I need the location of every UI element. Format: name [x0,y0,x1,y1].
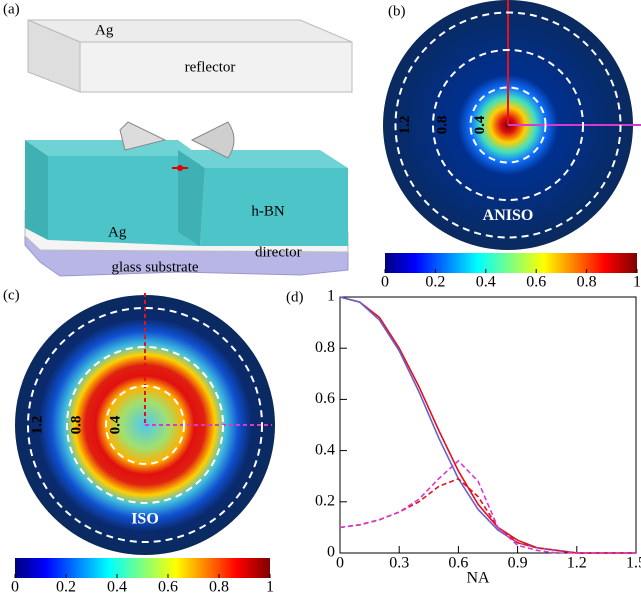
series-line [340,461,636,553]
x-tick-label: 0.9 [508,555,528,572]
y-tick-label: 0.4 [315,441,335,458]
panel-label: (a) [3,1,20,17]
x-tick-label: 0.3 [389,555,409,572]
diagram-label: Ag [95,22,114,38]
colorbar [385,253,637,273]
panel-label: (c) [3,287,20,303]
ring-label: 0.8 [68,416,84,435]
colorbar-tick-label: 0.8 [209,579,229,594]
colorbar-tick-label: 0.6 [158,579,178,594]
x-tick-label: 0.6 [448,555,468,572]
device-diagram: Ag reflector h-BN Ag director glass subs… [25,20,352,276]
diagram-label: director [255,244,302,260]
series-line [340,297,636,553]
colorbar-tick-label: 0.4 [476,274,496,291]
series-line [340,297,636,553]
panel-label: (d) [286,289,304,305]
plot-frame [340,297,636,553]
map-label: ANISO [483,207,534,224]
ring-label: 0.4 [107,415,123,434]
ring-label: 0.8 [434,116,450,135]
figure: Ag reflector h-BN Ag director glass subs… [0,0,641,594]
y-tick-label: 1 [327,288,335,305]
ring-label: 1.2 [29,416,45,435]
x-axis-label: NA [466,570,490,587]
colorbar [15,558,270,578]
diagram-label: Ag [108,224,127,240]
colorbar-tick-label: 0.8 [577,274,597,291]
y-tick-label: 0 [327,544,335,561]
colorbar-tick-label: 0 [11,579,19,594]
ring-label: 0.4 [472,115,488,134]
colorbar-tick-label: 0.2 [425,274,445,291]
diagram-label: glass substrate [111,259,198,275]
x-tick-label: 1.2 [567,555,587,572]
y-tick-label: 0.2 [315,492,335,509]
colorbar-tick-label: 0 [381,274,389,291]
map-label: ISO [131,511,159,528]
diagram-label: h-BN [251,203,285,219]
ring-label: 1.2 [397,116,413,135]
colorbar-tick-label: 1 [266,579,274,594]
colorbar-tick-label: 1 [633,274,641,291]
diagram-label: reflector [185,59,236,75]
x-tick-label: 0 [336,555,344,572]
panel-label: (b) [388,3,406,19]
y-tick-label: 0.6 [315,390,335,407]
colorbar-tick-label: 0.6 [526,274,546,291]
colorbar-tick-label: 0.2 [56,579,76,594]
colorbar-tick-label: 0.4 [107,579,127,594]
y-tick-label: 0.8 [315,339,335,356]
x-tick-label: 1.5 [626,555,641,572]
